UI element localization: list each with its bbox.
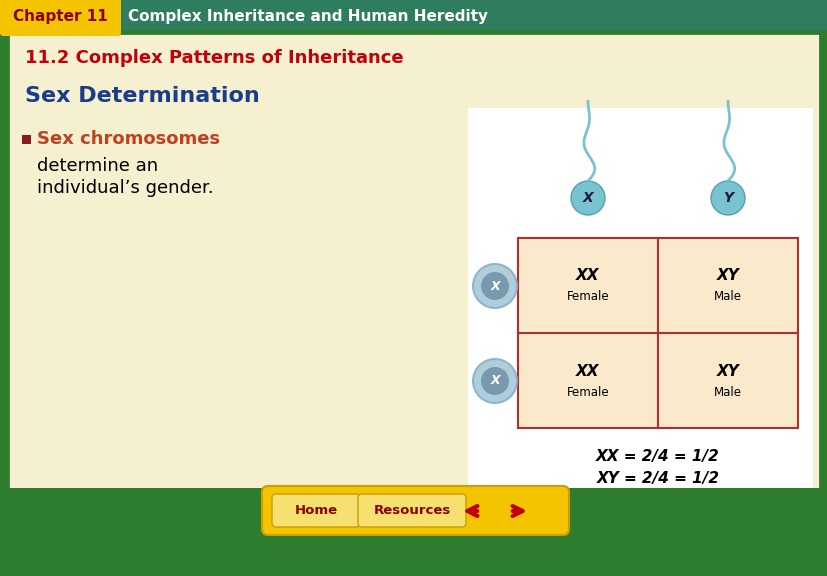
Circle shape (472, 359, 516, 403)
Text: X: X (490, 279, 500, 293)
Text: 11.2 Complex Patterns of Inheritance: 11.2 Complex Patterns of Inheritance (25, 49, 403, 67)
Circle shape (480, 367, 509, 395)
Text: Y: Y (722, 191, 732, 205)
Text: individual’s gender.: individual’s gender. (37, 179, 213, 197)
Text: Sex chromosomes: Sex chromosomes (37, 130, 220, 148)
FancyBboxPatch shape (8, 488, 819, 533)
Text: X: X (582, 191, 593, 205)
FancyBboxPatch shape (518, 238, 797, 428)
Text: Sex Determination: Sex Determination (25, 86, 260, 106)
Text: determine an: determine an (37, 157, 158, 175)
Text: Female: Female (566, 290, 609, 304)
FancyBboxPatch shape (0, 0, 827, 30)
FancyBboxPatch shape (8, 33, 819, 533)
Text: XY: XY (715, 363, 739, 378)
Text: Complex Inheritance and Human Heredity: Complex Inheritance and Human Heredity (128, 9, 487, 24)
Text: XX = 2/4 = 1/2: XX = 2/4 = 1/2 (595, 449, 719, 464)
Text: Chapter 11: Chapter 11 (12, 9, 108, 24)
Text: X: X (490, 374, 500, 388)
Text: XX: XX (576, 268, 599, 283)
FancyBboxPatch shape (467, 108, 812, 488)
Text: Male: Male (713, 385, 741, 399)
Text: XY = 2/4 = 1/2: XY = 2/4 = 1/2 (595, 471, 719, 486)
Text: Resources: Resources (373, 505, 450, 517)
Text: XX: XX (576, 363, 599, 378)
Circle shape (710, 181, 744, 215)
FancyBboxPatch shape (357, 494, 466, 527)
FancyBboxPatch shape (0, 0, 121, 36)
Circle shape (472, 264, 516, 308)
Circle shape (571, 181, 605, 215)
FancyBboxPatch shape (261, 486, 568, 535)
Bar (22, 135, 31, 144)
FancyBboxPatch shape (272, 494, 360, 527)
Text: XY: XY (715, 268, 739, 283)
Text: Female: Female (566, 385, 609, 399)
Text: Home: Home (294, 505, 337, 517)
Text: Male: Male (713, 290, 741, 304)
Circle shape (480, 272, 509, 300)
